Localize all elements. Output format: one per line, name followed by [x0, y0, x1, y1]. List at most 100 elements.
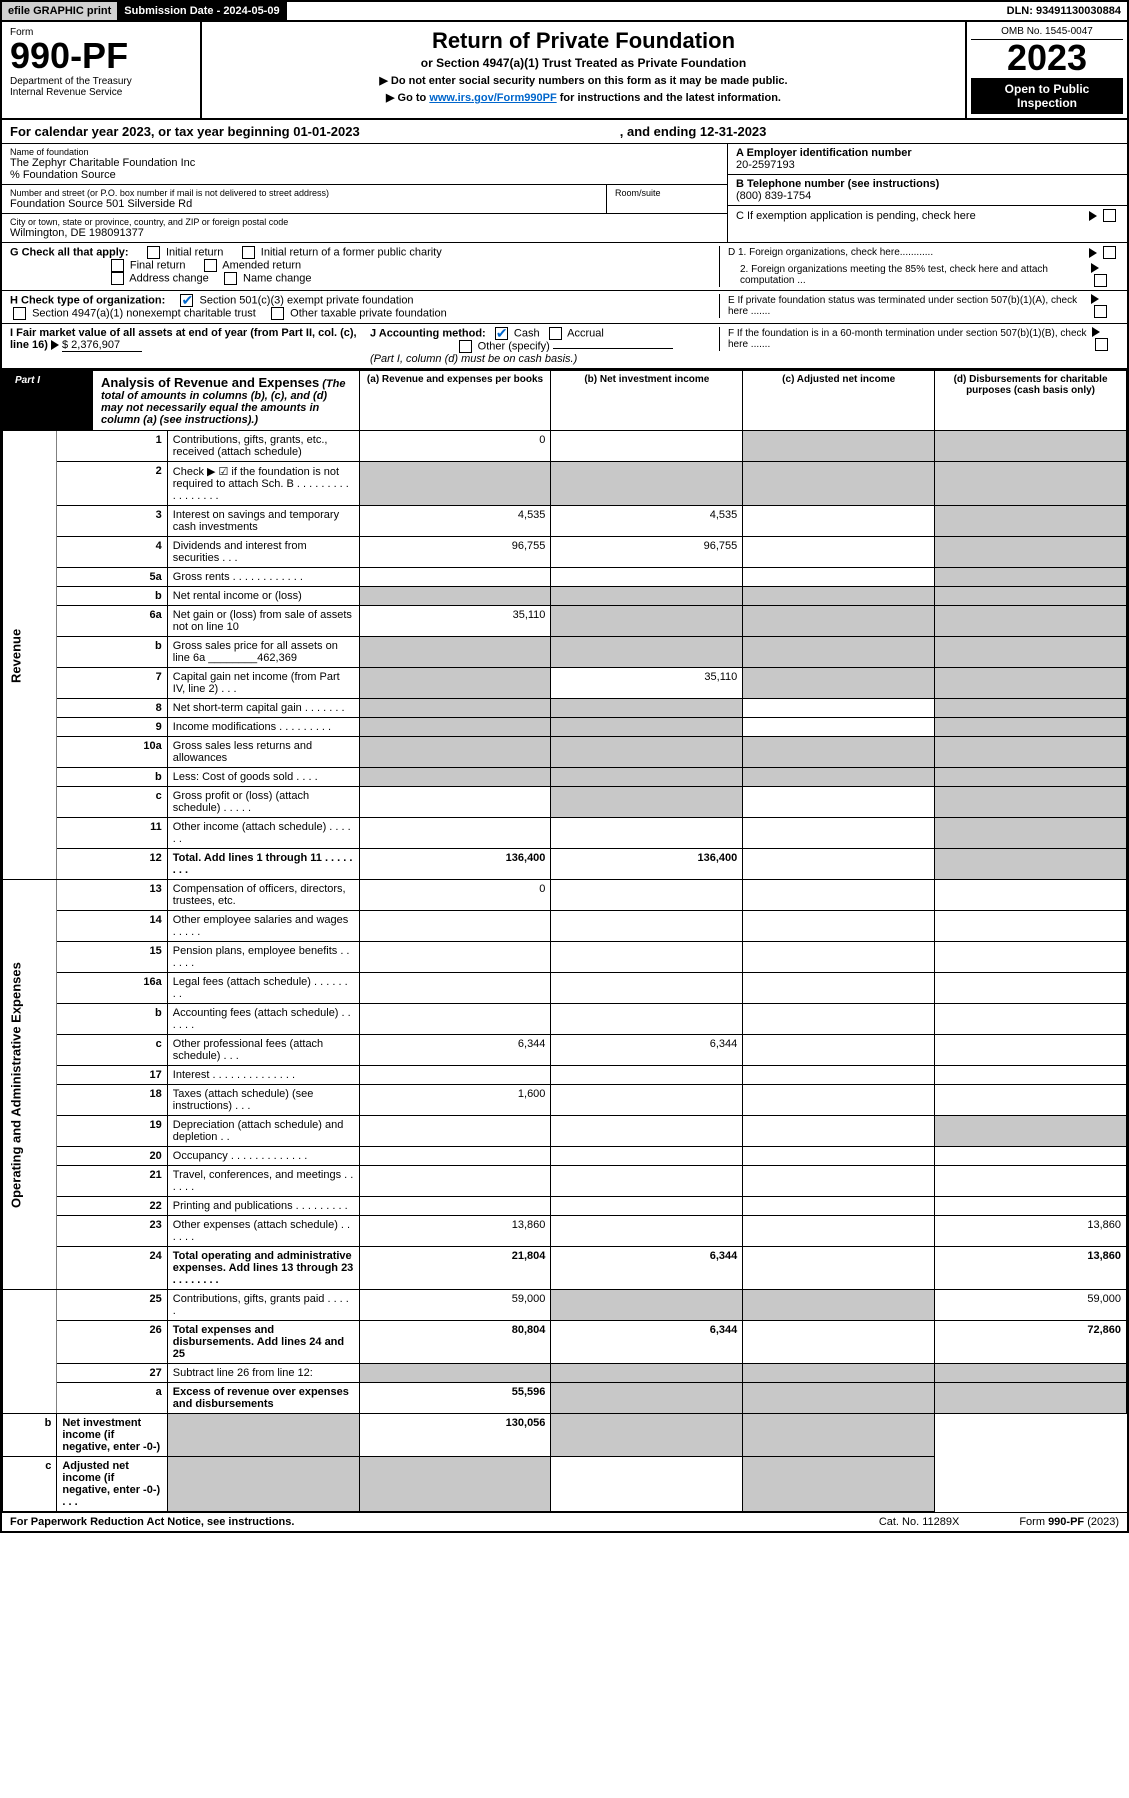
line-description: Gross rents . . . . . . . . . . . .: [167, 568, 359, 587]
line-description: Other employee salaries and wages . . . …: [167, 911, 359, 942]
g-address-change-checkbox[interactable]: [111, 272, 124, 285]
amount-cell: [743, 942, 935, 973]
telephone: (800) 839-1754: [736, 190, 811, 202]
j-other-checkbox[interactable]: [459, 340, 472, 353]
form-link[interactable]: www.irs.gov/Form990PF: [429, 92, 556, 104]
room-suite-cell: Room/suite: [607, 185, 727, 213]
instr-1: ▶ Do not enter social security numbers o…: [214, 74, 953, 87]
amount-cell: [359, 587, 551, 606]
h-other-taxable-checkbox[interactable]: [271, 307, 284, 320]
line-number: 16a: [57, 973, 167, 1004]
line-description: Gross profit or (loss) (attach schedule)…: [167, 787, 359, 818]
d2-checkbox[interactable]: [1094, 274, 1107, 287]
line-description: Check ▶ ☑ if the foundation is not requi…: [167, 462, 359, 506]
amount-cell: [935, 1035, 1127, 1066]
line-number: 8: [57, 699, 167, 718]
amount-cell: [551, 718, 743, 737]
d1-checkbox[interactable]: [1103, 246, 1116, 259]
expenses-side-label: Operating and Administrative Expenses: [3, 880, 57, 1290]
amount-cell: [743, 606, 935, 637]
amount-cell: [551, 818, 743, 849]
j-cash-checkbox[interactable]: [495, 327, 508, 340]
line-number: 10a: [57, 737, 167, 768]
triangle-icon: [1091, 263, 1099, 273]
line-description: Income modifications . . . . . . . . .: [167, 718, 359, 737]
g-initial-return-checkbox[interactable]: [147, 246, 160, 259]
address-label: Number and street (or P.O. box number if…: [10, 188, 598, 198]
amount-cell: [359, 911, 551, 942]
f-checkbox[interactable]: [1095, 338, 1108, 351]
line-description: Total expenses and disbursements. Add li…: [167, 1321, 359, 1364]
line-number: 7: [57, 668, 167, 699]
amount-cell: [935, 1197, 1127, 1216]
telephone-cell: B Telephone number (see instructions) (8…: [728, 175, 1127, 206]
amount-cell: [551, 880, 743, 911]
line-number: b: [57, 637, 167, 668]
topbar: efile GRAPHIC print Submission Date - 20…: [2, 2, 1127, 22]
table-row: 27Subtract line 26 from line 12:: [3, 1364, 1127, 1383]
amount-cell: [359, 1066, 551, 1085]
g-opt-3: Amended return: [222, 259, 301, 271]
city: Wilmington, DE 198091377: [10, 227, 144, 239]
amount-cell: [935, 606, 1127, 637]
table-row: 21Travel, conferences, and meetings . . …: [3, 1166, 1127, 1197]
amount-cell: [743, 718, 935, 737]
calendar-year-row: For calendar year 2023, or tax year begi…: [2, 120, 1127, 144]
amount-cell: [743, 787, 935, 818]
care-of: % Foundation Source: [10, 169, 116, 181]
g-initial-former-checkbox[interactable]: [242, 246, 255, 259]
amount-cell: [743, 1147, 935, 1166]
g-final-return-checkbox[interactable]: [111, 259, 124, 272]
amount-cell: [935, 768, 1127, 787]
part1-description: Analysis of Revenue and Expenses (The to…: [93, 371, 359, 430]
g-name-change-checkbox[interactable]: [224, 272, 237, 285]
amount-cell: [743, 568, 935, 587]
amount-cell: [935, 880, 1127, 911]
amount-cell: [935, 462, 1127, 506]
table-row: 4Dividends and interest from securities …: [3, 537, 1127, 568]
entity-row-1: Name of foundation The Zephyr Charitable…: [2, 144, 1127, 243]
h-4947-checkbox[interactable]: [13, 307, 26, 320]
amount-cell: 130,056: [359, 1414, 551, 1457]
ein: 20-2597193: [736, 159, 795, 171]
amount-cell: 6,344: [551, 1321, 743, 1364]
amount-cell: [935, 1116, 1127, 1147]
line-description: Less: Cost of goods sold . . . .: [167, 768, 359, 787]
amount-cell: [359, 668, 551, 699]
e-checkbox[interactable]: [1094, 305, 1107, 318]
d1-label: D 1. Foreign organizations, check here..…: [728, 247, 933, 258]
amount-cell: [551, 1414, 743, 1457]
amount-cell: [359, 1197, 551, 1216]
amount-cell: [935, 431, 1127, 462]
amount-cell: [743, 506, 935, 537]
col-c-header: (c) Adjusted net income: [743, 371, 935, 431]
j-accrual-checkbox[interactable]: [549, 327, 562, 340]
amount-cell: [935, 537, 1127, 568]
amount-cell: [551, 973, 743, 1004]
city-label: City or town, state or province, country…: [10, 217, 719, 227]
amount-cell: [551, 1216, 743, 1247]
table-row: 19Depreciation (attach schedule) and dep…: [3, 1116, 1127, 1147]
j-opt-accrual: Accrual: [567, 327, 604, 339]
line-number: 1: [57, 431, 167, 462]
g-amended-return-checkbox[interactable]: [204, 259, 217, 272]
g-opt-5: Name change: [243, 272, 312, 284]
amount-cell: [551, 1147, 743, 1166]
g-opt-4: Address change: [129, 272, 209, 284]
table-row: 11Other income (attach schedule) . . . .…: [3, 818, 1127, 849]
line-description: Printing and publications . . . . . . . …: [167, 1197, 359, 1216]
table-row: 25Contributions, gifts, grants paid . . …: [3, 1290, 1127, 1321]
f-label: F If the foundation is in a 60-month ter…: [728, 328, 1092, 350]
amount-cell: [359, 568, 551, 587]
amount-cell: [551, 462, 743, 506]
table-row: 10aGross sales less returns and allowanc…: [3, 737, 1127, 768]
efile-link[interactable]: efile GRAPHIC print: [2, 2, 118, 20]
line-description: Other expenses (attach schedule) . . . .…: [167, 1216, 359, 1247]
c-checkbox[interactable]: [1103, 209, 1116, 222]
amount-cell: [551, 911, 743, 942]
table-row: 20Occupancy . . . . . . . . . . . . .: [3, 1147, 1127, 1166]
h-501c3-checkbox[interactable]: [180, 294, 193, 307]
table-row: 8Net short-term capital gain . . . . . .…: [3, 699, 1127, 718]
amount-cell: [743, 768, 935, 787]
amount-cell: [743, 1216, 935, 1247]
